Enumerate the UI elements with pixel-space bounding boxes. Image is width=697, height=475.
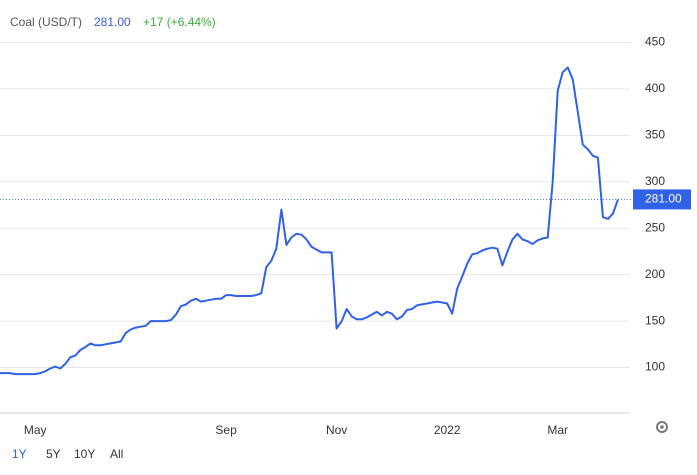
y-tick-label: 150 [645,313,665,327]
range-button[interactable]: 5Y [46,447,61,461]
y-tick-label: 250 [645,220,665,234]
price-line [0,66,619,376]
gear[interactable] [656,421,668,433]
header-price: 281.00 [94,15,131,29]
y-tick-label: 450 [645,35,665,49]
x-tick-label: Mar [547,423,568,437]
last-price-box [633,189,691,210]
range-button[interactable]: 10Y [74,447,95,461]
range-button[interactable]: All [110,447,123,461]
y-tick-label: 300 [645,174,665,188]
gear-center[interactable] [660,425,664,429]
y-tick-label: 350 [645,128,665,142]
settings-icon[interactable] [656,421,668,433]
last-price-label: 281.00 [645,192,682,206]
range-button[interactable]: 1Y [12,447,27,461]
header-change: +17 (+6.44%) [143,15,216,29]
y-tick-label: 100 [645,360,665,374]
x-tick-label: 2022 [434,423,461,437]
x-tick-label: Sep [215,423,237,437]
y-tick-label: 200 [645,267,665,281]
x-tick-label: Nov [326,423,347,437]
y-tick-label: 400 [645,81,665,95]
x-tick-label: May [24,423,47,437]
chart-title: Coal (USD/T) [10,15,82,29]
